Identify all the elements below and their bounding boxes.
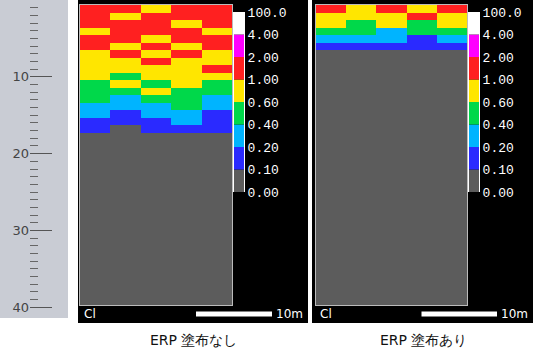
- svg-text:0.60: 0.60: [483, 96, 514, 111]
- svg-text:40: 40: [12, 300, 29, 315]
- svg-text:0.00: 0.00: [248, 186, 279, 201]
- svg-text:20: 20: [12, 146, 29, 161]
- svg-text:0.00: 0.00: [483, 186, 514, 201]
- svg-text:0.10: 0.10: [248, 163, 279, 178]
- svg-text:100.0: 100.0: [248, 6, 287, 21]
- svg-text:0.40: 0.40: [483, 118, 514, 133]
- svg-text:0.40: 0.40: [248, 118, 279, 133]
- svg-text:10m: 10m: [276, 307, 303, 321]
- svg-text:0.10: 0.10: [483, 163, 514, 178]
- svg-text:30: 30: [12, 223, 29, 238]
- svg-text:10: 10: [12, 69, 29, 84]
- svg-text:0.20: 0.20: [483, 141, 514, 156]
- svg-text:100.0: 100.0: [483, 6, 522, 21]
- svg-text:10m: 10m: [501, 307, 528, 321]
- svg-text:4.00: 4.00: [483, 28, 514, 43]
- svg-text:ERP 塗布あり: ERP 塗布あり: [380, 332, 467, 348]
- svg-text:2.00: 2.00: [248, 51, 279, 66]
- svg-text:ERP 塗布なし: ERP 塗布なし: [150, 332, 237, 348]
- svg-text:0.60: 0.60: [248, 96, 279, 111]
- svg-text:4.00: 4.00: [248, 28, 279, 43]
- svg-text:0.20: 0.20: [248, 141, 279, 156]
- svg-text:Cl: Cl: [84, 307, 96, 321]
- svg-text:Cl: Cl: [320, 307, 332, 321]
- svg-text:1.00: 1.00: [483, 73, 514, 88]
- svg-text:2.00: 2.00: [483, 51, 514, 66]
- svg-text:1.00: 1.00: [248, 73, 279, 88]
